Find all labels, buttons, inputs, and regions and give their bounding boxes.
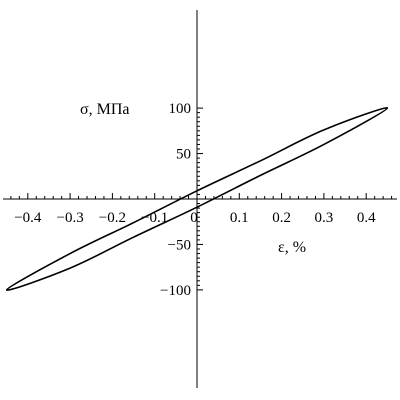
x-tick-label: 0.2 (272, 210, 291, 226)
hysteresis-loop-series (5, 107, 389, 291)
y-tick-label: −100 (160, 283, 191, 299)
y-ticks: −100 −50 50 100 (160, 101, 203, 299)
y-tick-label: 50 (176, 147, 191, 163)
x-tick-label: −0.1 (141, 210, 168, 226)
x-ticks: −0.4 −0.3 −0.2 −0.1 0 0.1 0.2 0.3 0.4 (10, 193, 393, 226)
x-tick-label: 0.4 (357, 210, 376, 226)
x-tick-label: 0 (190, 210, 198, 226)
x-tick-label: −0.3 (56, 210, 83, 226)
y-tick-label: 100 (169, 101, 192, 117)
x-tick-label: −0.2 (99, 210, 126, 226)
x-tick-label: 0.3 (315, 210, 334, 226)
y-axis-label: σ, МПа (80, 101, 130, 118)
x-tick-label: 0.1 (230, 210, 249, 226)
x-tick-label: −0.4 (14, 210, 42, 226)
y-tick-label: −50 (168, 237, 191, 253)
x-axis-label: ε, % (278, 239, 306, 256)
